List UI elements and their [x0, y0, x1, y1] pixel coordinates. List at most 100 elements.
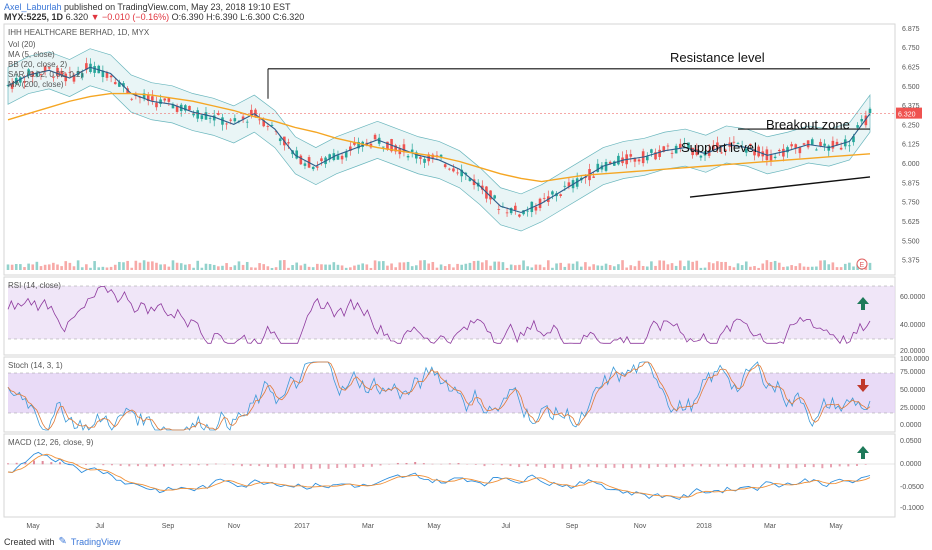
indicator-item[interactable]: SAR (0.02, 0.02, 0.2)	[8, 70, 84, 79]
volume-bar	[410, 266, 414, 270]
volume-bar	[538, 264, 542, 270]
macd-histogram-bar	[232, 464, 235, 466]
indicator-item[interactable]: BB (20, close, 2)	[8, 60, 68, 69]
indicator-item[interactable]: MA (200, close)	[8, 80, 64, 89]
candle-body	[848, 145, 851, 147]
volume-bar	[716, 261, 719, 270]
indicator-item[interactable]: MA (5, close)	[8, 50, 55, 59]
candle-body	[864, 115, 868, 126]
tradingview-brand[interactable]: TradingView	[70, 536, 121, 547]
macd-histogram-bar	[76, 464, 79, 465]
macd-histogram-bar	[682, 464, 685, 467]
candle-body	[489, 190, 492, 200]
volume-bar	[93, 261, 96, 270]
rsi-tick-label: 60.0000	[900, 294, 925, 301]
macd-histogram-bar	[284, 464, 287, 468]
candle-body	[551, 191, 554, 195]
candle-body	[530, 201, 534, 213]
volume-bar	[695, 260, 699, 270]
volume-bar	[80, 267, 84, 270]
macd-histogram-bar	[656, 464, 659, 467]
indicator-item[interactable]: Vol (20)	[8, 40, 36, 49]
candle-body	[118, 82, 121, 87]
x-tick-label: Jul	[96, 523, 105, 530]
candle-body	[592, 176, 595, 178]
volume-bar	[815, 266, 818, 270]
macd-histogram-bar	[327, 464, 330, 469]
macd-histogram-bar	[128, 464, 131, 467]
candle-body	[724, 149, 727, 151]
volume-bar	[728, 265, 732, 270]
candle-body	[373, 134, 377, 140]
volume-bar	[31, 264, 35, 270]
stoch-k-line	[7, 361, 871, 432]
volume-bar	[526, 266, 529, 270]
volume-bar	[163, 264, 167, 270]
volume-bar	[753, 266, 756, 270]
author-link[interactable]: Axel_Laburlah	[4, 2, 62, 12]
volume-bar	[559, 262, 562, 270]
candle-body	[823, 143, 826, 146]
volume-bar	[406, 261, 410, 270]
candle-body	[122, 83, 125, 87]
volume-bar	[790, 265, 793, 270]
candle-body	[448, 168, 451, 170]
volume-bar	[204, 263, 208, 270]
candle-body	[60, 70, 63, 76]
volume-bar	[390, 263, 393, 270]
volume-bar	[175, 262, 179, 270]
macd-histogram-bar	[648, 464, 651, 469]
volume-bar	[278, 260, 282, 270]
candle-body	[344, 151, 348, 158]
earnings-marker-icon	[856, 258, 868, 270]
volume-bar	[468, 262, 472, 270]
x-tick-label: Mar	[362, 523, 375, 530]
candle-body	[254, 109, 257, 117]
created-with-text: Created with	[4, 536, 55, 547]
symbol[interactable]: MYX:5225	[4, 12, 47, 22]
volume-bar	[274, 267, 278, 270]
volume-bar	[217, 266, 220, 270]
volume-bar	[633, 266, 637, 270]
volume-bar	[617, 264, 620, 270]
candle-body	[316, 166, 319, 168]
volume-bar	[113, 264, 117, 270]
volume-bar	[530, 267, 534, 270]
price-tick-label: 5.375	[902, 258, 920, 265]
candle-body	[415, 152, 418, 159]
candle-body	[204, 112, 208, 120]
candle-body	[192, 113, 195, 116]
volume-bar	[68, 262, 72, 270]
volume-bar	[171, 260, 175, 270]
candle-body	[85, 63, 88, 70]
volume-bar	[637, 260, 641, 270]
candle-body	[250, 109, 253, 116]
macd-line	[7, 451, 871, 500]
macd-histogram-bar	[275, 464, 278, 468]
candle-body	[142, 93, 146, 99]
volume-bar	[105, 267, 109, 270]
candle-body	[810, 139, 814, 145]
candle-body	[47, 67, 51, 69]
candle-body	[35, 72, 39, 77]
volume-bar	[782, 266, 785, 270]
volume-bar	[72, 266, 76, 270]
macd-histogram-bar	[665, 464, 668, 468]
volume-bar	[423, 260, 426, 270]
candle-body	[831, 140, 835, 149]
volume-bar	[344, 267, 348, 270]
macd-histogram-bar	[197, 464, 200, 466]
macd-histogram-bar	[509, 464, 512, 467]
volume-bar	[546, 260, 550, 270]
earnings-marker-text: E	[860, 262, 865, 269]
macd-histogram-bar	[396, 462, 399, 465]
volume-bar	[448, 264, 451, 270]
candle-body	[526, 210, 529, 212]
macd-histogram-bar	[310, 464, 313, 470]
volume-bar	[386, 265, 389, 270]
x-tick-label: Jul	[502, 523, 511, 530]
candle-body	[258, 119, 261, 121]
candle-body	[68, 72, 72, 73]
volume-bar	[196, 260, 200, 270]
